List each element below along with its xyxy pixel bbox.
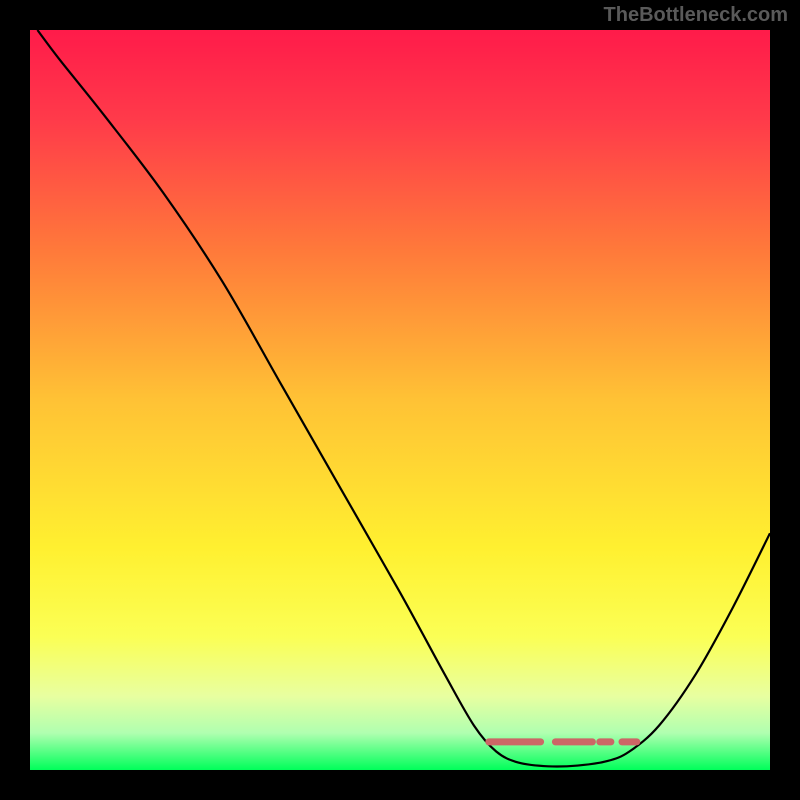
bottleneck-chart: [30, 30, 770, 770]
watermark-text: TheBottleneck.com: [604, 4, 788, 27]
chart-svg: [30, 30, 770, 770]
gradient-background: [30, 30, 770, 770]
